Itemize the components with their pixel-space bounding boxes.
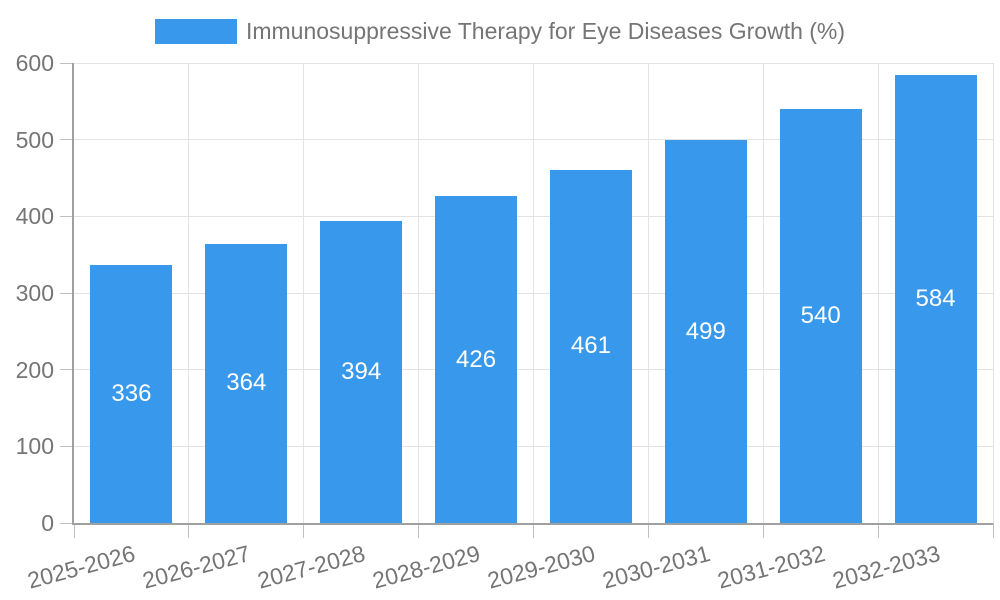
bar-value-label: 426 — [456, 345, 497, 373]
x-axis-label: 2028-2029 — [369, 540, 483, 594]
bar[interactable] — [779, 109, 862, 523]
x-gridline — [303, 63, 305, 523]
x-gridline — [647, 63, 649, 523]
x-axis-label: 2026-2027 — [140, 540, 254, 594]
bar-value-label: 584 — [915, 285, 956, 313]
x-axis-label: 2031-2032 — [714, 540, 828, 594]
x-axis-tick — [647, 523, 649, 538]
y-axis-label: 300 — [15, 280, 54, 306]
bar[interactable] — [205, 243, 288, 523]
bar[interactable] — [90, 265, 173, 523]
x-gridline — [877, 63, 879, 523]
bar-value-label: 461 — [570, 332, 611, 360]
bar[interactable] — [435, 196, 518, 523]
bar-value-label: 394 — [341, 357, 382, 385]
x-axis-tick — [73, 523, 75, 538]
x-axis-tick — [992, 523, 994, 538]
y-axis-tick — [60, 215, 74, 217]
x-gridline — [762, 63, 764, 523]
bar-value-label: 540 — [800, 302, 841, 329]
x-axis-label: 2025-2026 — [25, 540, 139, 594]
y-axis-tick — [60, 522, 74, 524]
bar-value-label: 364 — [226, 369, 267, 397]
x-axis-label: 2029-2030 — [484, 540, 598, 594]
y-axis-label: 200 — [15, 356, 54, 383]
y-axis-line — [72, 63, 74, 525]
y-axis-label: 500 — [15, 126, 54, 153]
legend-swatch[interactable] — [154, 19, 237, 44]
y-axis-label: 600 — [15, 50, 54, 76]
y-axis-label: 0 — [41, 510, 54, 536]
y-axis-label: 400 — [15, 203, 54, 230]
y-axis-tick — [60, 292, 74, 294]
y-axis-tick — [60, 139, 74, 141]
x-axis-label: 2032-2033 — [829, 540, 943, 594]
bar-value-label: 499 — [685, 317, 726, 345]
x-axis-tick — [188, 523, 190, 538]
bar[interactable] — [320, 220, 403, 523]
x-axis-tick — [303, 523, 305, 538]
legend[interactable]: Immunosuppressive Therapy for Eye Diseas… — [0, 19, 1000, 44]
y-axis-label: 100 — [15, 433, 54, 460]
x-gridline — [992, 63, 994, 523]
x-axis-label: 2030-2031 — [599, 540, 713, 594]
bar[interactable] — [664, 140, 747, 523]
y-axis-tick — [60, 445, 74, 447]
bar-value-label: 336 — [111, 380, 152, 408]
x-axis-tick — [533, 523, 534, 538]
bar[interactable] — [549, 169, 632, 523]
x-axis-tick — [877, 523, 879, 538]
bar[interactable] — [894, 75, 977, 523]
x-gridline — [188, 63, 190, 523]
x-axis-tick — [762, 523, 764, 538]
x-axis-label: 2027-2028 — [254, 540, 368, 594]
legend-label: Immunosuppressive Therapy for Eye Diseas… — [245, 18, 846, 44]
y-axis-tick — [60, 62, 74, 64]
x-gridline — [533, 63, 534, 523]
y-axis-tick — [60, 369, 74, 371]
x-axis-line — [72, 523, 993, 525]
x-gridline — [418, 63, 420, 523]
x-axis-tick — [418, 523, 420, 538]
